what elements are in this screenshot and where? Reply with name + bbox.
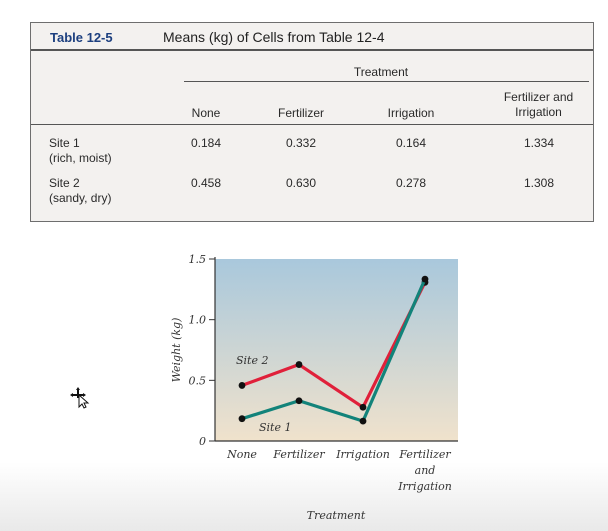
col-head-none: None bbox=[171, 106, 241, 121]
table-cell: 0.332 bbox=[285, 136, 317, 150]
row-label-site-1: Site 1 (rich, moist) bbox=[49, 136, 112, 166]
data-point bbox=[295, 397, 303, 405]
table-cell: 0.184 bbox=[190, 136, 222, 150]
data-point bbox=[238, 382, 246, 389]
data-point bbox=[359, 403, 367, 411]
table-cell: 1.308 bbox=[523, 176, 555, 190]
head-rule bbox=[31, 124, 593, 125]
series-line bbox=[241, 281, 427, 409]
series-label-site-1: Site 1 bbox=[259, 421, 291, 434]
table-title: Means (kg) of Cells from Table 12-4 bbox=[163, 29, 385, 45]
row-label-site-2: Site 2 (sandy, dry) bbox=[49, 176, 111, 206]
series-layer bbox=[238, 275, 429, 425]
table-cell: 0.164 bbox=[395, 136, 427, 150]
col-head-line: None bbox=[191, 106, 221, 120]
x-tick-label: Irrigation bbox=[397, 480, 452, 493]
row-label-line: (sandy, dry) bbox=[49, 191, 112, 205]
treatment-group-label: Treatment bbox=[353, 65, 409, 79]
table-header: Table 12-5 Means (kg) of Cells from Tabl… bbox=[31, 23, 593, 51]
data-point bbox=[421, 275, 429, 283]
col-head-line: Fertilizer bbox=[277, 106, 324, 120]
x-tick-label: Irrigation bbox=[335, 448, 390, 461]
move-cursor-icon bbox=[70, 387, 90, 409]
table-cell: 0.458 bbox=[190, 176, 222, 190]
series-line bbox=[241, 278, 427, 423]
bottom-shade bbox=[0, 462, 608, 531]
row-label-line: Site 1 bbox=[49, 136, 80, 150]
y-axis-title: Weight (kg) bbox=[170, 318, 183, 383]
x-tick-label: Fertilizer bbox=[272, 448, 325, 461]
col-head-fertilizer-irrigation: Fertilizer and Irrigation bbox=[486, 90, 591, 120]
col-head-line: Irrigation bbox=[515, 105, 562, 119]
col-head-irrigation: Irrigation bbox=[376, 106, 446, 121]
col-head-line: Fertilizer and bbox=[503, 90, 574, 104]
means-table: Table 12-5 Means (kg) of Cells from Tabl… bbox=[30, 22, 594, 222]
table-cell: 0.630 bbox=[285, 176, 317, 190]
y-tick-label: 1.5 bbox=[189, 253, 207, 266]
y-tick-label: 0 bbox=[199, 435, 206, 448]
table-cell: 0.278 bbox=[395, 176, 427, 190]
col-head-fertilizer: Fertilizer bbox=[261, 106, 341, 121]
y-tick-label: 0.5 bbox=[189, 374, 207, 387]
row-label-line: Site 2 bbox=[49, 176, 80, 190]
col-head-line: Irrigation bbox=[387, 106, 435, 120]
group-rule bbox=[184, 81, 589, 82]
plot-background bbox=[215, 259, 458, 441]
table-number: Table 12-5 bbox=[50, 30, 113, 45]
table-cell: 1.334 bbox=[523, 136, 555, 150]
y-tick-label: 1.0 bbox=[189, 314, 207, 327]
x-tick-label: None bbox=[226, 448, 257, 461]
x-axis-title: Treatment bbox=[307, 509, 366, 522]
series-label-site-2: Site 2 bbox=[236, 354, 268, 367]
labels-layer: Site 2 Site 1 bbox=[236, 354, 291, 434]
row-label-line: (rich, moist) bbox=[49, 151, 112, 165]
x-tick-label: Fertilizer bbox=[398, 448, 451, 461]
data-point bbox=[238, 415, 246, 423]
data-point bbox=[295, 361, 303, 368]
data-point bbox=[359, 417, 367, 425]
x-tick-label: and bbox=[415, 464, 436, 477]
axes: 0 0.5 1.0 1.5 Weight (kg) None Fertilizer Irrig… bbox=[170, 253, 458, 522]
